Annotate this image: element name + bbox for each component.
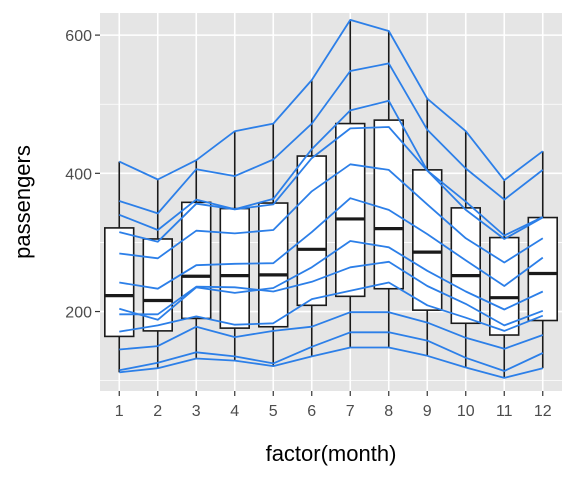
box [373,119,404,290]
box [104,227,135,338]
plot-panel [100,13,562,391]
boxplot-month-4 [219,131,250,361]
series-line-8 [119,163,544,264]
series-line-12 [118,18,544,182]
box [142,238,173,332]
series-line-2 [119,331,544,372]
y-axis-title: passengers [10,145,35,259]
series-line-3 [119,311,544,351]
box [219,207,250,329]
x-tick-label: 1 [115,403,124,420]
boxplot-month-2 [142,179,173,369]
y-axis: 200 400 600 [65,28,100,322]
x-tick-label: 9 [423,403,432,420]
x-axis-title: factor(month) [266,441,397,466]
x-tick-label: 5 [269,403,278,420]
series-line-6 [119,240,544,321]
series-line-10 [118,99,544,237]
x-tick-label: 4 [230,403,239,420]
box [527,216,558,322]
boxplot-month-5 [258,123,289,367]
box [258,202,289,328]
x-tick-label: 7 [346,403,355,420]
box [450,207,481,325]
y-tick-label: 400 [65,166,92,183]
series-line-11 [119,62,544,215]
y-tick-label: 600 [65,28,92,45]
x-tick-label: 10 [457,403,475,420]
series-line-1 [119,346,544,379]
boxplot-month-3 [181,160,212,359]
boxplot-month-8 [373,30,404,348]
x-axis: 1 2 3 4 5 6 7 8 9 10 11 12 [115,391,552,420]
x-tick-label: 6 [307,403,316,420]
box [296,155,327,307]
series-line-4 [119,281,544,333]
y-tick-label: 200 [65,305,92,322]
boxplot-month-6 [296,80,327,357]
x-tick-label: 3 [192,403,201,420]
series-line-9 [119,126,544,243]
boxplot-month-1 [104,161,135,373]
year-lines [118,18,544,379]
x-tick-label: 8 [384,403,393,420]
x-tick-label: 11 [496,403,513,420]
x-tick-label: 12 [534,403,552,420]
box [181,201,212,320]
x-tick-label: 2 [153,403,162,420]
boxplot-month-12 [527,151,558,369]
series-line-7 [119,197,544,290]
series-line-5 [119,260,544,327]
